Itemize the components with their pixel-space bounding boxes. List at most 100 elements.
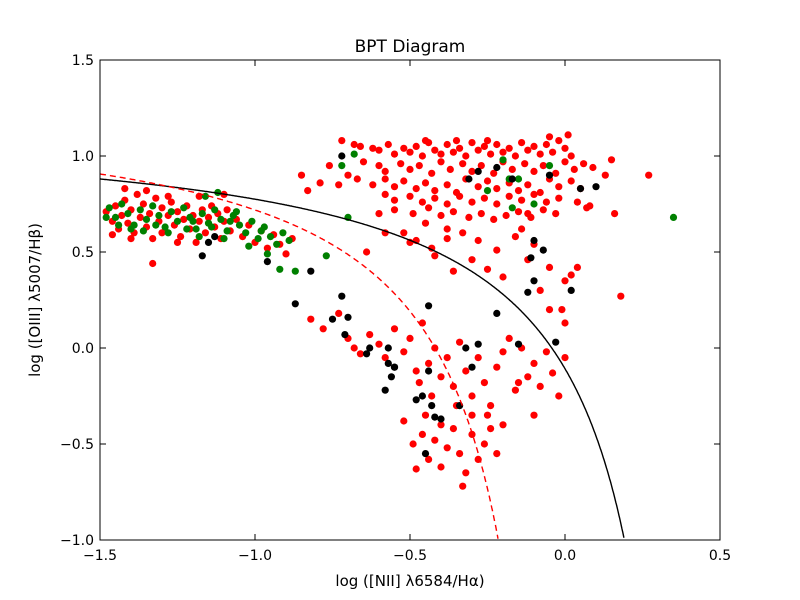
red-data-point (483, 411, 492, 419)
green-data-point (508, 204, 516, 212)
black-data-point (384, 359, 392, 367)
green-data-point (217, 215, 225, 223)
green-data-point (285, 236, 293, 245)
green-data-point (155, 211, 163, 220)
x-tick-label: −1.5 (83, 548, 117, 564)
red-data-point (468, 256, 476, 264)
black-data-point (338, 292, 346, 300)
black-data-point (338, 152, 346, 160)
red-data-point (201, 229, 209, 237)
red-data-point (356, 350, 364, 358)
red-data-point (483, 177, 492, 185)
green-data-point (149, 202, 157, 210)
red-data-point (335, 309, 343, 317)
red-data-point (192, 238, 200, 246)
red-data-point (474, 354, 482, 362)
dashed-demarcation-curve (99, 173, 499, 539)
green-data-point (198, 210, 206, 218)
red-data-point (480, 194, 488, 202)
red-data-point (493, 246, 501, 254)
red-data-point (118, 211, 126, 220)
green-data-point (338, 162, 346, 170)
red-data-point (400, 177, 408, 185)
red-data-point (400, 144, 408, 152)
red-data-point (443, 181, 451, 189)
red-data-point (487, 150, 495, 158)
black-data-point (527, 254, 535, 262)
red-data-point (487, 402, 495, 410)
x-tick-label: −0.5 (393, 548, 427, 564)
red-data-point (139, 200, 147, 208)
red-data-point (462, 367, 470, 375)
red-data-point (400, 417, 408, 425)
red-data-point (158, 204, 166, 212)
red-data-point (487, 425, 495, 433)
red-data-point (121, 185, 129, 193)
red-data-point (431, 194, 439, 202)
red-data-point (459, 482, 467, 490)
red-data-point (542, 348, 551, 356)
red-data-point (390, 206, 399, 214)
red-data-point (375, 162, 383, 170)
black-data-point (412, 396, 420, 404)
green-data-point (164, 229, 172, 237)
red-data-point (415, 379, 423, 387)
scatter-points (102, 131, 678, 490)
black-data-point (508, 175, 516, 183)
red-data-point (142, 187, 151, 195)
green-data-point (276, 265, 284, 273)
red-data-point (536, 150, 544, 158)
red-data-point (555, 137, 563, 145)
green-data-point (124, 210, 132, 218)
black-data-point (514, 340, 523, 348)
red-data-point (431, 252, 439, 260)
black-data-point (211, 233, 219, 241)
green-data-point (350, 150, 358, 158)
red-data-point (524, 210, 532, 218)
red-data-point (406, 165, 414, 173)
red-data-point (381, 354, 389, 362)
black-data-point (425, 302, 433, 310)
red-data-point (437, 150, 445, 158)
black-data-point (474, 340, 482, 348)
red-data-point (421, 137, 430, 145)
red-data-point (449, 208, 457, 216)
solid-demarcation-curve (100, 178, 625, 538)
red-data-point (353, 175, 361, 183)
red-data-point (412, 465, 420, 473)
red-data-point (462, 469, 470, 477)
green-data-point (105, 204, 113, 212)
red-data-point (390, 196, 399, 204)
red-data-point (480, 142, 488, 150)
red-data-point (536, 286, 544, 294)
red-data-point (406, 148, 414, 156)
red-data-point (173, 208, 182, 216)
red-data-point (555, 392, 563, 400)
red-data-point (344, 171, 352, 179)
black-data-point (539, 246, 547, 254)
red-data-point (518, 196, 526, 204)
green-data-point (139, 227, 147, 235)
green-data-point (273, 240, 281, 248)
black-data-point (198, 252, 206, 260)
red-data-point (518, 225, 526, 233)
green-data-point (211, 206, 219, 214)
red-data-point (468, 430, 476, 438)
red-data-point (493, 200, 501, 208)
green-data-point (545, 162, 554, 170)
red-data-point (468, 392, 476, 400)
red-data-point (555, 183, 563, 191)
red-data-point (477, 210, 485, 218)
green-data-point (232, 208, 240, 216)
red-data-point (508, 165, 516, 173)
red-data-point (561, 319, 569, 327)
red-data-point (124, 219, 132, 227)
red-data-point (483, 137, 492, 145)
red-data-point (542, 198, 551, 206)
red-data-point (552, 169, 560, 177)
red-data-point (505, 192, 513, 200)
red-data-point (381, 175, 389, 183)
red-data-point (456, 144, 464, 152)
red-data-point (397, 160, 405, 168)
black-data-point (530, 236, 538, 245)
